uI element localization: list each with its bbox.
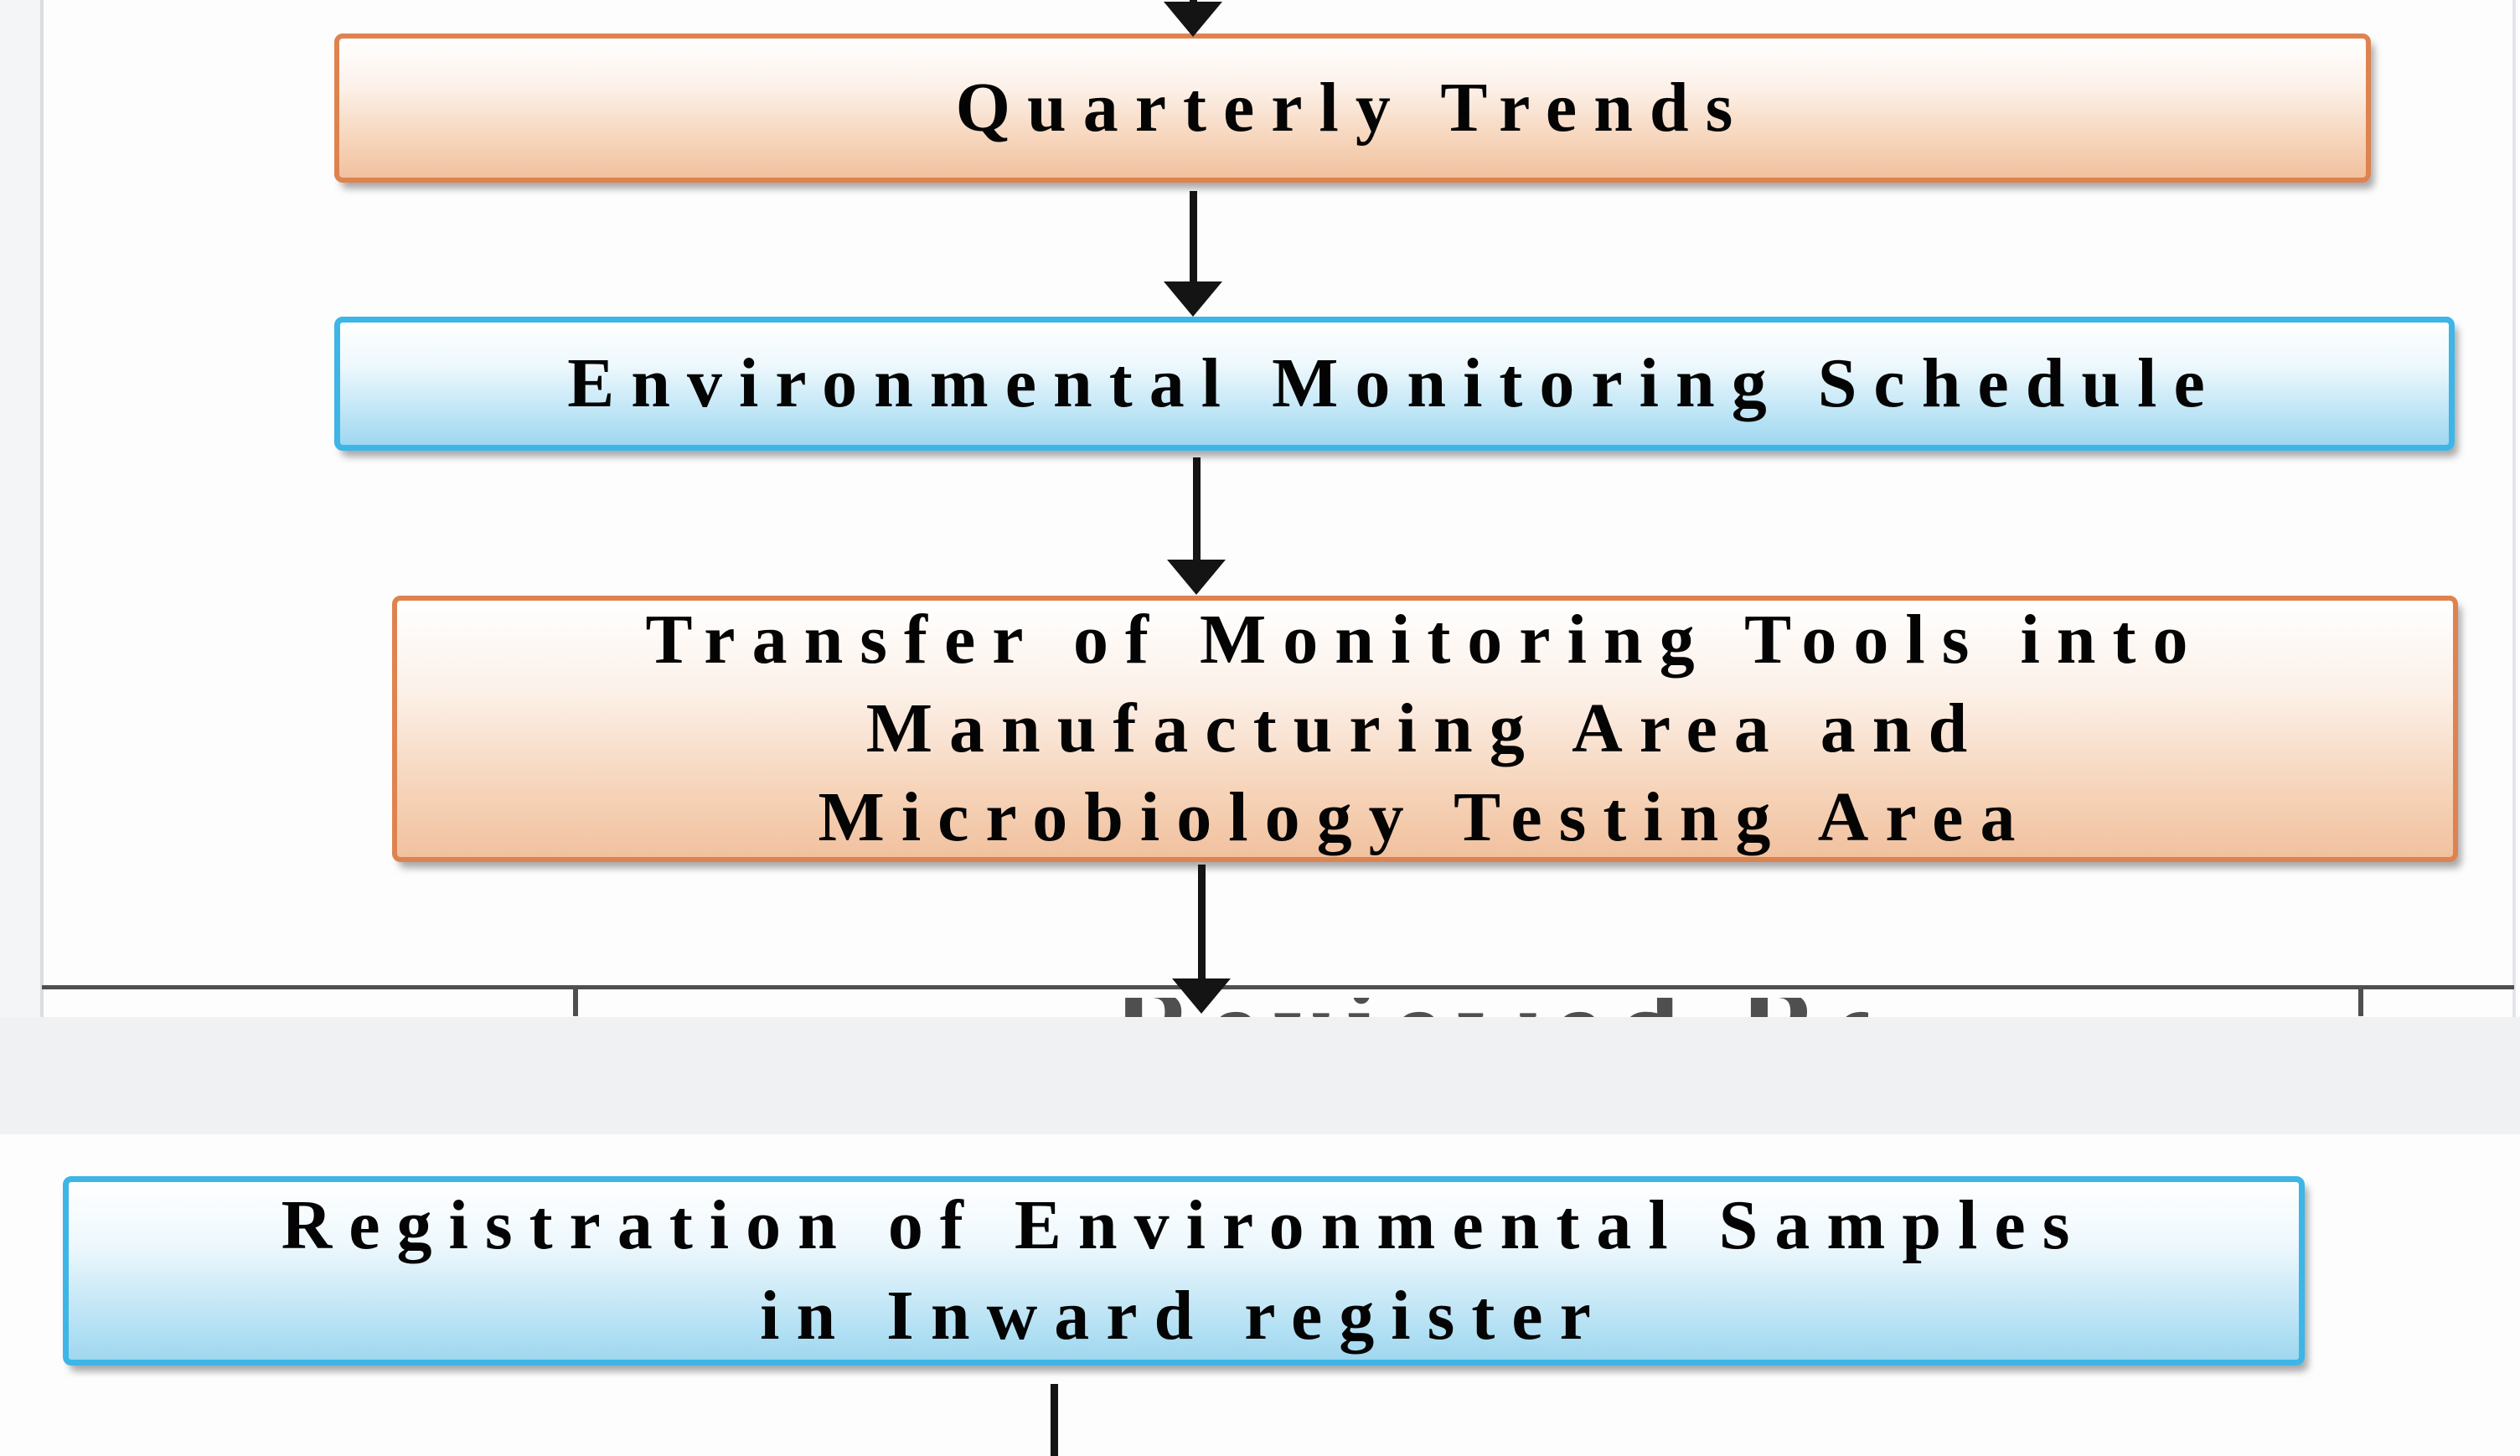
node-label: Environmental Monitoring Schedule bbox=[567, 344, 2222, 422]
page1-right-border-line bbox=[2512, 0, 2516, 1018]
flowchart-node-environmental-monitoring-schedule: Environmental Monitoring Schedule bbox=[334, 317, 2455, 451]
page1-left-margin bbox=[0, 0, 40, 1018]
flowchart-node-transfer-of-monitoring-tools: Transfer of Monitoring Tools into Manufa… bbox=[392, 596, 2458, 862]
clipped-next-row-text: Reviewed Re bbox=[1114, 998, 1868, 1018]
table-cell-divider-left bbox=[573, 989, 578, 1016]
arrowhead-down-icon bbox=[1172, 978, 1231, 1014]
flowchart-node-registration-of-environmental-samples: Registration of Environmental Samples in… bbox=[63, 1176, 2305, 1366]
arrowhead-down-icon bbox=[1164, 2, 1222, 37]
flowchart-node-quarterly-trends: Quarterly Trends bbox=[334, 34, 2371, 183]
arrowhead-down-icon bbox=[1164, 281, 1222, 317]
node-label-line-1: Registration of Environmental Samples bbox=[281, 1186, 2087, 1264]
table-cell-divider-right bbox=[2358, 989, 2363, 1016]
arrow-shaft bbox=[1051, 1384, 1058, 1456]
arrow-shaft bbox=[1198, 865, 1206, 978]
arrow-shaft bbox=[1190, 191, 1197, 285]
page-gap-band bbox=[0, 1017, 2520, 1134]
page1-left-border-line bbox=[40, 0, 44, 1018]
node-label-line-2: in Inward register bbox=[760, 1277, 1608, 1355]
arrow-shaft bbox=[1193, 457, 1201, 560]
node-label-line-2: Manufacturing Area and bbox=[865, 689, 1985, 767]
node-label: Quarterly Trends bbox=[955, 69, 1750, 147]
arrowhead-down-icon bbox=[1167, 560, 1226, 595]
node-label-line-1: Transfer of Monitoring Tools into bbox=[645, 601, 2205, 679]
node-label-line-3: Microbiology Testing Area bbox=[818, 778, 2032, 856]
table-bottom-border-line bbox=[42, 985, 2514, 989]
